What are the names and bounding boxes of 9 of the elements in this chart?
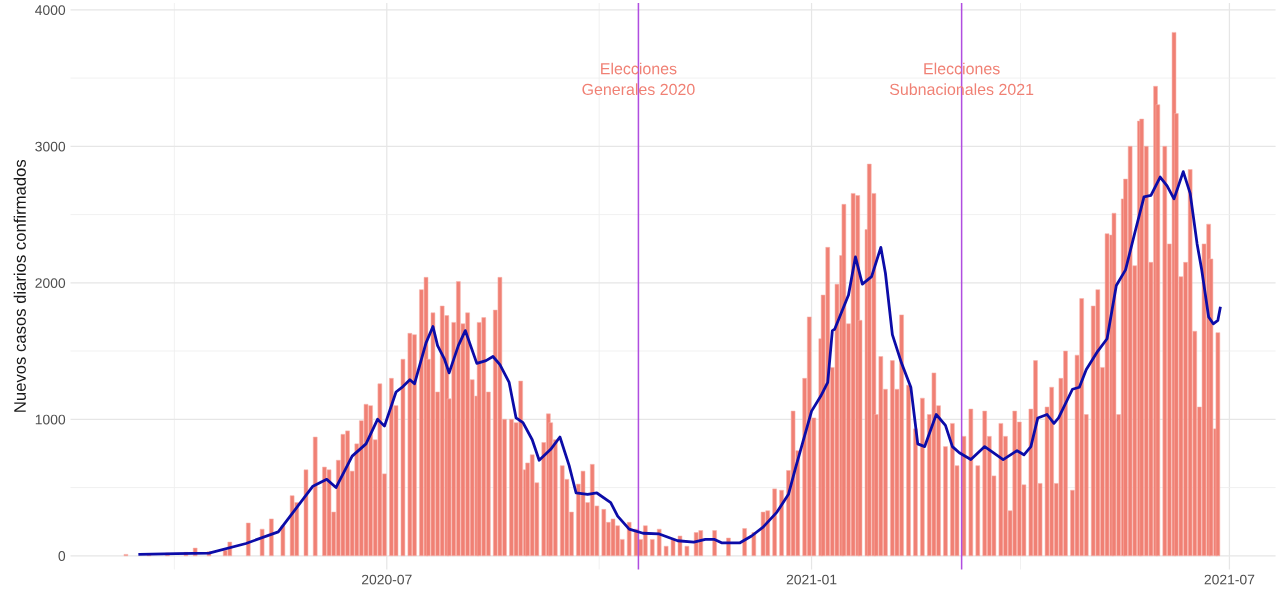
y-tick-label: 3000 [35, 141, 66, 152]
y-tick-label: 0 [58, 551, 66, 561]
x-tick-label: 2021-01 [786, 574, 837, 585]
y-tick-label: 1000 [35, 414, 66, 425]
y-tick-label: 4000 [35, 5, 66, 16]
y-axis-title: Nuevos casos diarios confirmados [13, 159, 26, 412]
y-tick-label: 2000 [35, 278, 66, 288]
x-tick-label: 2020-07 [362, 574, 412, 585]
x-tick-label: 2021-07 [1204, 574, 1255, 585]
